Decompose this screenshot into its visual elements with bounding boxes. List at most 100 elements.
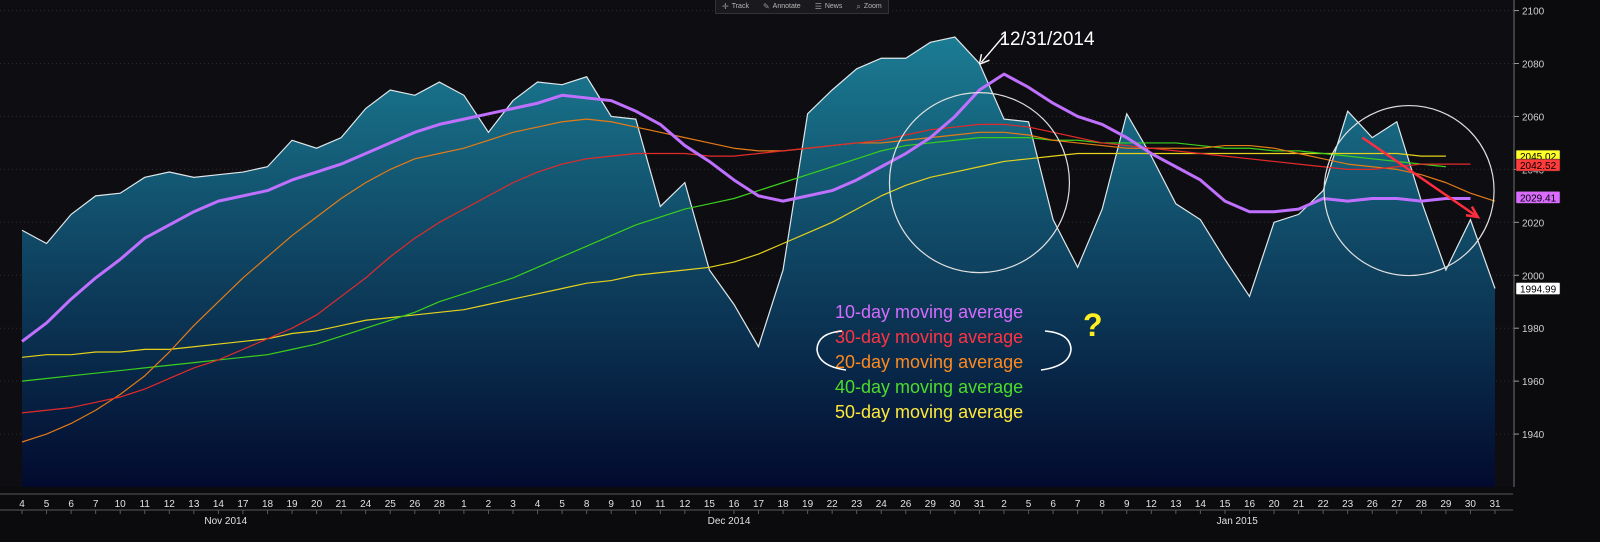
x-tick-label: 5 bbox=[1026, 499, 1032, 510]
x-tick-label: 11 bbox=[140, 499, 151, 510]
x-tick-label: 28 bbox=[1416, 499, 1428, 510]
x-tick-label: 19 bbox=[286, 499, 298, 510]
news-button[interactable]: ☰ News bbox=[809, 0, 849, 13]
x-tick-label: 12 bbox=[1146, 499, 1158, 510]
x-tick-label: 5 bbox=[559, 499, 565, 510]
x-tick-label: 18 bbox=[777, 499, 789, 510]
x-tick-label: 13 bbox=[188, 499, 200, 510]
x-tick-label: 9 bbox=[1124, 499, 1130, 510]
highlight-circle bbox=[888, 92, 1071, 274]
legend-item: 50-day moving average bbox=[835, 402, 1023, 422]
x-tick-label: 27 bbox=[1391, 499, 1403, 510]
x-tick-label: 14 bbox=[213, 499, 225, 510]
x-tick-label: 23 bbox=[1342, 499, 1354, 510]
y-tick-label: 2020 bbox=[1522, 218, 1545, 229]
news-icon: ☰ bbox=[814, 2, 822, 11]
month-label: Nov 2014 bbox=[204, 516, 247, 527]
question-mark: ? bbox=[1083, 307, 1103, 343]
price-label: 1994.99 bbox=[1515, 282, 1561, 296]
x-axis-panel bbox=[0, 487, 1513, 542]
x-tick-label: 2 bbox=[486, 499, 492, 510]
x-tick-label: 28 bbox=[434, 499, 446, 510]
x-tick-label: 7 bbox=[1075, 499, 1081, 510]
legend-bracket-left bbox=[816, 330, 847, 371]
track-button[interactable]: ✛ Track bbox=[716, 0, 755, 13]
x-tick-label: 16 bbox=[1244, 499, 1256, 510]
date-arrow bbox=[980, 33, 1006, 63]
x-tick-label: 4 bbox=[19, 499, 25, 510]
zoom-label: Zoom bbox=[863, 3, 882, 10]
date-arrow-head bbox=[978, 54, 990, 65]
crosshair-icon: ✛ bbox=[722, 2, 729, 11]
y-axis-panel bbox=[1513, 0, 1600, 542]
x-tick-label: 10 bbox=[115, 499, 127, 510]
chart-toolbar: ✛ Track ✎ Annotate ☰ News ⌕ Zoom bbox=[715, 0, 889, 14]
ma50-line bbox=[21, 152, 1446, 358]
x-tick-label: 22 bbox=[1318, 499, 1330, 510]
x-tick-label: 4 bbox=[535, 499, 541, 510]
x-tick-label: 15 bbox=[1219, 499, 1231, 510]
price-label-text: 1994.99 bbox=[1520, 285, 1557, 296]
x-tick-label: 31 bbox=[974, 499, 986, 510]
price-label-text: 2042.52 bbox=[1520, 161, 1557, 172]
magnifier-icon: ⌕ bbox=[856, 1, 861, 11]
x-tick-label: 15 bbox=[704, 499, 716, 510]
x-tick-label: 16 bbox=[728, 499, 740, 510]
legend-item: 10-day moving average bbox=[835, 302, 1023, 322]
date-annotation: 12/31/2014 bbox=[999, 29, 1095, 50]
x-tick-label: 2 bbox=[1001, 499, 1007, 510]
x-tick-label: 22 bbox=[827, 499, 839, 510]
ma30-line bbox=[21, 123, 1471, 414]
x-tick-label: 24 bbox=[360, 499, 372, 510]
x-tick-label: 30 bbox=[949, 499, 961, 510]
price-label: 2042.52 bbox=[1515, 158, 1561, 172]
legend-bracket-right bbox=[1040, 330, 1072, 371]
x-tick-label: 26 bbox=[1367, 499, 1379, 510]
annotate-button[interactable]: ✎ Annotate bbox=[757, 0, 807, 13]
x-tick-label: 12 bbox=[164, 499, 176, 510]
x-tick-label: 31 bbox=[1489, 499, 1501, 510]
x-tick-label: 29 bbox=[1440, 499, 1452, 510]
price-label: 2029.41 bbox=[1515, 191, 1561, 204]
price-label-text: 2029.41 bbox=[1520, 193, 1557, 204]
ma40-line bbox=[21, 137, 1446, 382]
x-tick-label: 13 bbox=[1170, 499, 1182, 510]
x-tick-label: 1 bbox=[461, 499, 467, 510]
month-label: Jan 2015 bbox=[1217, 516, 1259, 527]
annotate-label: Annotate bbox=[772, 3, 801, 10]
x-tick-label: 20 bbox=[311, 499, 323, 510]
ma20-line bbox=[21, 118, 1496, 443]
y-tick-label: 1980 bbox=[1522, 324, 1545, 335]
y-tick-label: 2060 bbox=[1522, 112, 1545, 123]
x-tick-label: 8 bbox=[1099, 499, 1105, 510]
track-label: Track bbox=[731, 3, 749, 10]
x-tick-label: 26 bbox=[409, 499, 421, 510]
price-line bbox=[21, 36, 1496, 349]
x-tick-label: 21 bbox=[1293, 499, 1305, 510]
y-tick-label: 1940 bbox=[1522, 430, 1545, 441]
news-label: News bbox=[824, 3, 843, 10]
x-tick-label: 3 bbox=[510, 499, 516, 510]
zoom-button[interactable]: ⌕ Zoom bbox=[850, 0, 887, 13]
trend-arrow bbox=[1361, 136, 1479, 219]
highlight-circle bbox=[1323, 104, 1495, 277]
x-tick-label: 29 bbox=[925, 499, 937, 510]
x-tick-label: 7 bbox=[93, 499, 99, 510]
x-tick-label: 23 bbox=[851, 499, 863, 510]
x-tick-label: 17 bbox=[753, 499, 765, 510]
x-tick-label: 9 bbox=[608, 499, 614, 510]
x-tick-label: 18 bbox=[262, 499, 274, 510]
y-tick-label: 2080 bbox=[1522, 60, 1545, 71]
x-tick-label: 12 bbox=[679, 499, 691, 510]
x-tick-label: 5 bbox=[44, 499, 50, 510]
x-tick-label: 6 bbox=[68, 499, 74, 510]
month-label: Dec 2014 bbox=[708, 516, 751, 527]
trend-arrow-head bbox=[1465, 205, 1481, 219]
x-tick-label: 19 bbox=[802, 499, 814, 510]
x-tick-label: 10 bbox=[630, 499, 642, 510]
x-tick-label: 30 bbox=[1465, 499, 1477, 510]
legend-item: 40-day moving average bbox=[835, 377, 1023, 397]
x-tick-label: 24 bbox=[876, 499, 888, 510]
x-tick-label: 21 bbox=[336, 499, 348, 510]
